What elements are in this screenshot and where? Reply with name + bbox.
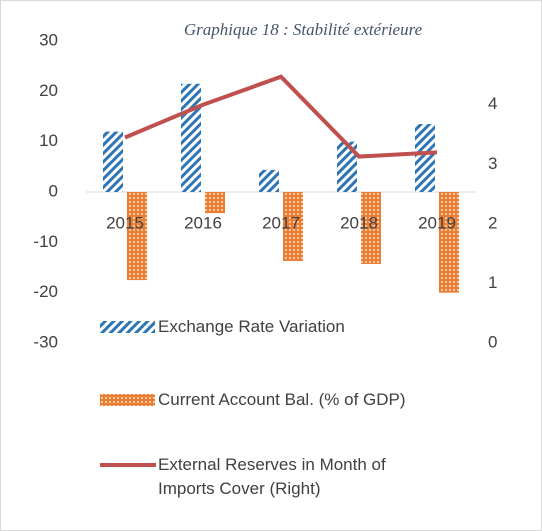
y2-tick-label: 4 [488, 94, 497, 113]
legend-swatch [100, 394, 155, 406]
y2-tick-label: 1 [488, 273, 497, 292]
bar [283, 192, 303, 261]
y2-tick-label: 3 [488, 154, 497, 173]
bar [361, 192, 381, 264]
bar [103, 131, 123, 192]
bar [205, 192, 225, 214]
y-tick-label: -20 [33, 282, 58, 301]
x-tick-label: 2019 [418, 213, 456, 232]
bar [439, 192, 459, 293]
y2-tick-label: 0 [488, 332, 497, 351]
y2-tick-label: 2 [488, 213, 497, 232]
chart-title: Graphique 18 : Stabilité extérieure [184, 20, 423, 39]
y-tick-label: 30 [39, 30, 58, 49]
legend-label: External Reserves in Month of Imports Co… [158, 455, 386, 498]
x-tick-label: 2016 [184, 213, 222, 232]
y-tick-label: -30 [33, 332, 58, 351]
legend-label: Exchange Rate Variation [158, 317, 345, 336]
y-tick-label: 10 [39, 131, 58, 150]
bar [127, 192, 147, 281]
y-tick-label: 0 [49, 181, 58, 200]
line-series [124, 74, 438, 159]
x-tick-label: 2017 [262, 213, 300, 232]
y-tick-label: 20 [39, 81, 58, 100]
y-tick-label: -10 [33, 232, 58, 251]
legend-swatch [100, 321, 155, 333]
bar [181, 83, 201, 192]
x-tick-label: 2018 [340, 213, 378, 232]
bar [259, 169, 279, 192]
legend-label: Current Account Bal. (% of GDP) [158, 390, 406, 409]
bar [415, 124, 435, 192]
bar [337, 141, 357, 192]
x-tick-label: 2015 [106, 213, 144, 232]
